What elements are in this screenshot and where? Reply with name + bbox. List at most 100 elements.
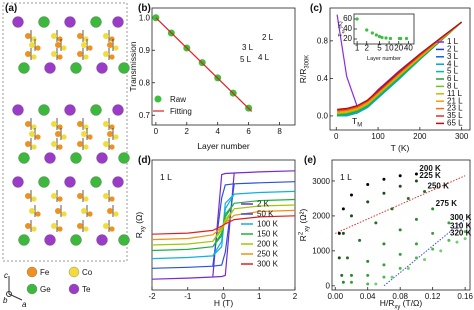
data-point (366, 182, 370, 186)
atom (55, 208, 61, 214)
x-tick-label: 8 (277, 127, 282, 136)
x-tick-label: 0.04 (360, 292, 376, 301)
data-point (388, 36, 393, 41)
atom (12, 104, 24, 116)
atom (31, 226, 37, 232)
data-point (365, 28, 369, 32)
y-tick-label: 0 (326, 282, 331, 291)
y-tick-label: 0.4 (317, 74, 329, 83)
data-point (341, 207, 345, 211)
data-point (398, 174, 402, 178)
y-axis-label: Transmission (128, 41, 138, 91)
y-tick-label: 3000 (312, 177, 330, 186)
data-point (398, 228, 402, 232)
atom (103, 121, 109, 127)
atom (51, 223, 57, 229)
legend-label: 4 L (447, 59, 459, 68)
data-point (439, 249, 443, 253)
data-point (337, 256, 341, 260)
annotation: 1 L (160, 172, 172, 182)
series-line (337, 21, 462, 112)
legend-label: Co (82, 268, 93, 277)
atom (25, 193, 31, 199)
y-tick-label: 60 (343, 14, 352, 23)
x-tick-label: 10 (385, 44, 394, 53)
data-point (366, 273, 370, 277)
y-axis-label-part: M (342, 30, 346, 33)
atom (25, 223, 31, 229)
atom (57, 226, 63, 232)
annotation: TM (352, 116, 362, 129)
fit-line (383, 219, 466, 287)
y-axis-label-part: xy (141, 226, 147, 232)
fit-line (334, 175, 466, 234)
y-axis-label-part: (K) (338, 21, 344, 30)
annotation-part: 1 L (340, 172, 352, 182)
atom (25, 51, 31, 57)
plot-frame (151, 7, 296, 126)
atom (29, 208, 35, 214)
legend-label: 65 L (447, 119, 463, 128)
x-tick-label: 2 (365, 44, 370, 53)
legend-label: 300 K (257, 260, 279, 269)
series-line (155, 17, 253, 112)
atom (77, 223, 83, 229)
y-tick-label: 0.8 (317, 37, 329, 46)
data-point (374, 282, 378, 286)
data-point (382, 263, 386, 267)
atom (57, 196, 63, 202)
legend-label: 2 L (447, 45, 459, 54)
atom (35, 211, 41, 217)
atom (118, 234, 130, 246)
inset-label: 2 L (262, 33, 274, 42)
legend-label: 21 L (447, 96, 463, 105)
y-axis-label-part: (Ω²) (298, 209, 308, 226)
x-tick-label: 0 (221, 292, 226, 301)
y-tick-label: 0.8 (139, 79, 151, 88)
atom (57, 144, 63, 150)
data-point (423, 258, 427, 262)
atom (29, 42, 35, 48)
data-point (399, 36, 403, 41)
atom (81, 208, 87, 214)
atom (35, 45, 41, 51)
x-axis-label: H (T) (214, 298, 234, 308)
data-point (414, 179, 418, 183)
y-axis-label: TM (K) (338, 21, 346, 37)
annotation: 1 L (340, 172, 352, 182)
data-point (384, 36, 388, 40)
data-point (349, 280, 353, 284)
y-axis-label-part: R (298, 235, 308, 241)
series-line (151, 190, 296, 260)
data-point (382, 177, 386, 181)
atom (109, 196, 115, 202)
x-axis-label: T (K) (391, 143, 410, 153)
legend-swatch (154, 95, 162, 103)
legend-label: Fe (40, 268, 50, 277)
inset-label: 4 L (258, 53, 270, 62)
data-point (355, 17, 359, 21)
series-label: 250 K (428, 181, 450, 190)
annotation-part: 1 L (160, 172, 172, 182)
atom (103, 193, 109, 199)
x-tick-label: 0.08 (392, 292, 408, 301)
atom (90, 176, 102, 188)
atom (87, 134, 93, 140)
legend-label: 1 L (447, 37, 459, 46)
atom (70, 62, 82, 74)
legend-label: Raw (170, 95, 186, 104)
legend-label: 2 K (257, 200, 270, 209)
atom (44, 234, 56, 246)
y-axis-label-part: xy (305, 226, 311, 232)
legend-label: 11 L (447, 89, 463, 98)
data-point (366, 259, 370, 263)
y-tick-label: 40 (343, 24, 352, 33)
legend-label: Te (82, 285, 91, 294)
atom (83, 124, 89, 130)
x-tick-label: 200 (413, 132, 427, 141)
atom (109, 36, 115, 42)
legend-label: 35 L (447, 111, 463, 120)
panel-label: (a) (5, 3, 17, 14)
legend-swatch (68, 266, 80, 278)
data-point (382, 191, 386, 195)
